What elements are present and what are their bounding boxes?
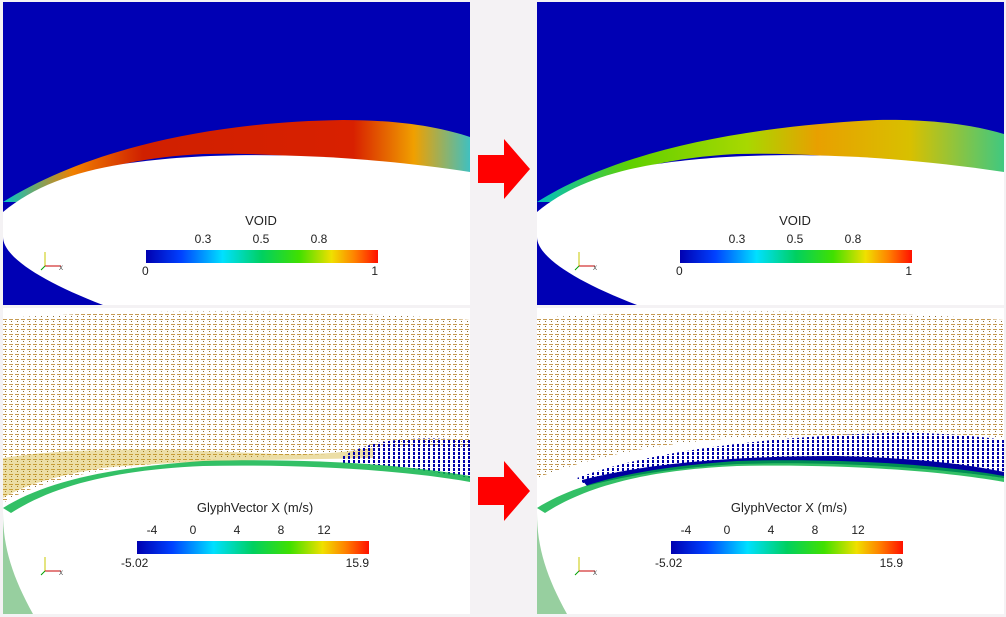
- orientation-axes-icon: X: [40, 557, 63, 577]
- legend-title: VOID: [779, 213, 811, 228]
- legend-tick: 0.5: [786, 232, 804, 246]
- legend-tick: 4: [233, 523, 241, 537]
- legend-min: -5.02: [121, 556, 149, 570]
- svg-text:X: X: [593, 571, 597, 577]
- void-before-panel: VOID 0.3 0.5 0.8 0 1 X: [3, 2, 470, 305]
- legend-tick: 0.8: [310, 232, 328, 246]
- legend-tick: 0.5: [252, 232, 270, 246]
- legend-tick: 0: [723, 523, 731, 537]
- legend-max: 15.9: [345, 556, 369, 570]
- svg-text:X: X: [59, 266, 63, 272]
- svg-text:X: X: [59, 571, 63, 577]
- orientation-axes-icon: X: [40, 252, 63, 272]
- legend-tick: 0.8: [844, 232, 862, 246]
- void-after-panel: VOID 0.3 0.5 0.8 0 1 X: [537, 2, 1004, 305]
- color-bar: [137, 541, 369, 554]
- legend-tick: 8: [811, 523, 819, 537]
- glyph-before-panel: GlyphVector X (m/s) -4 0 4 8 12 -5.02 15…: [3, 308, 470, 614]
- color-bar: [671, 541, 903, 554]
- legend-tick: 4: [767, 523, 775, 537]
- legend-tick: 12: [317, 523, 331, 537]
- legend-tick: 0.3: [728, 232, 746, 246]
- right-arrow-icon: [478, 461, 530, 521]
- legend-min: 0: [142, 264, 149, 278]
- legend-min: 0: [676, 264, 683, 278]
- legend-title: GlyphVector X (m/s): [196, 500, 314, 515]
- legend-min: -5.02: [655, 556, 683, 570]
- orientation-axes-icon: X: [574, 252, 597, 272]
- legend-tick: 8: [277, 523, 285, 537]
- legend-title: GlyphVector X (m/s): [730, 500, 848, 515]
- legend-tick: 0: [189, 523, 197, 537]
- color-bar: [680, 250, 912, 263]
- legend-tick: -4: [680, 523, 692, 537]
- legend-tick: 0.3: [194, 232, 212, 246]
- orientation-axes-icon: X: [574, 557, 597, 577]
- svg-text:X: X: [593, 266, 597, 272]
- legend-max: 1: [371, 264, 378, 278]
- color-bar: [146, 250, 378, 263]
- right-arrow-icon: [478, 139, 530, 199]
- legend-max: 1: [905, 264, 912, 278]
- glyph-after-panel: GlyphVector X (m/s) -4 0 4 8 12 -5.02 15…: [537, 308, 1004, 614]
- legend-title: VOID: [245, 213, 277, 228]
- legend-tick: 12: [851, 523, 865, 537]
- legend-tick: -4: [146, 523, 158, 537]
- glyph-after-field: [537, 308, 1004, 614]
- legend-max: 15.9: [879, 556, 903, 570]
- glyph-before-field: [3, 308, 470, 614]
